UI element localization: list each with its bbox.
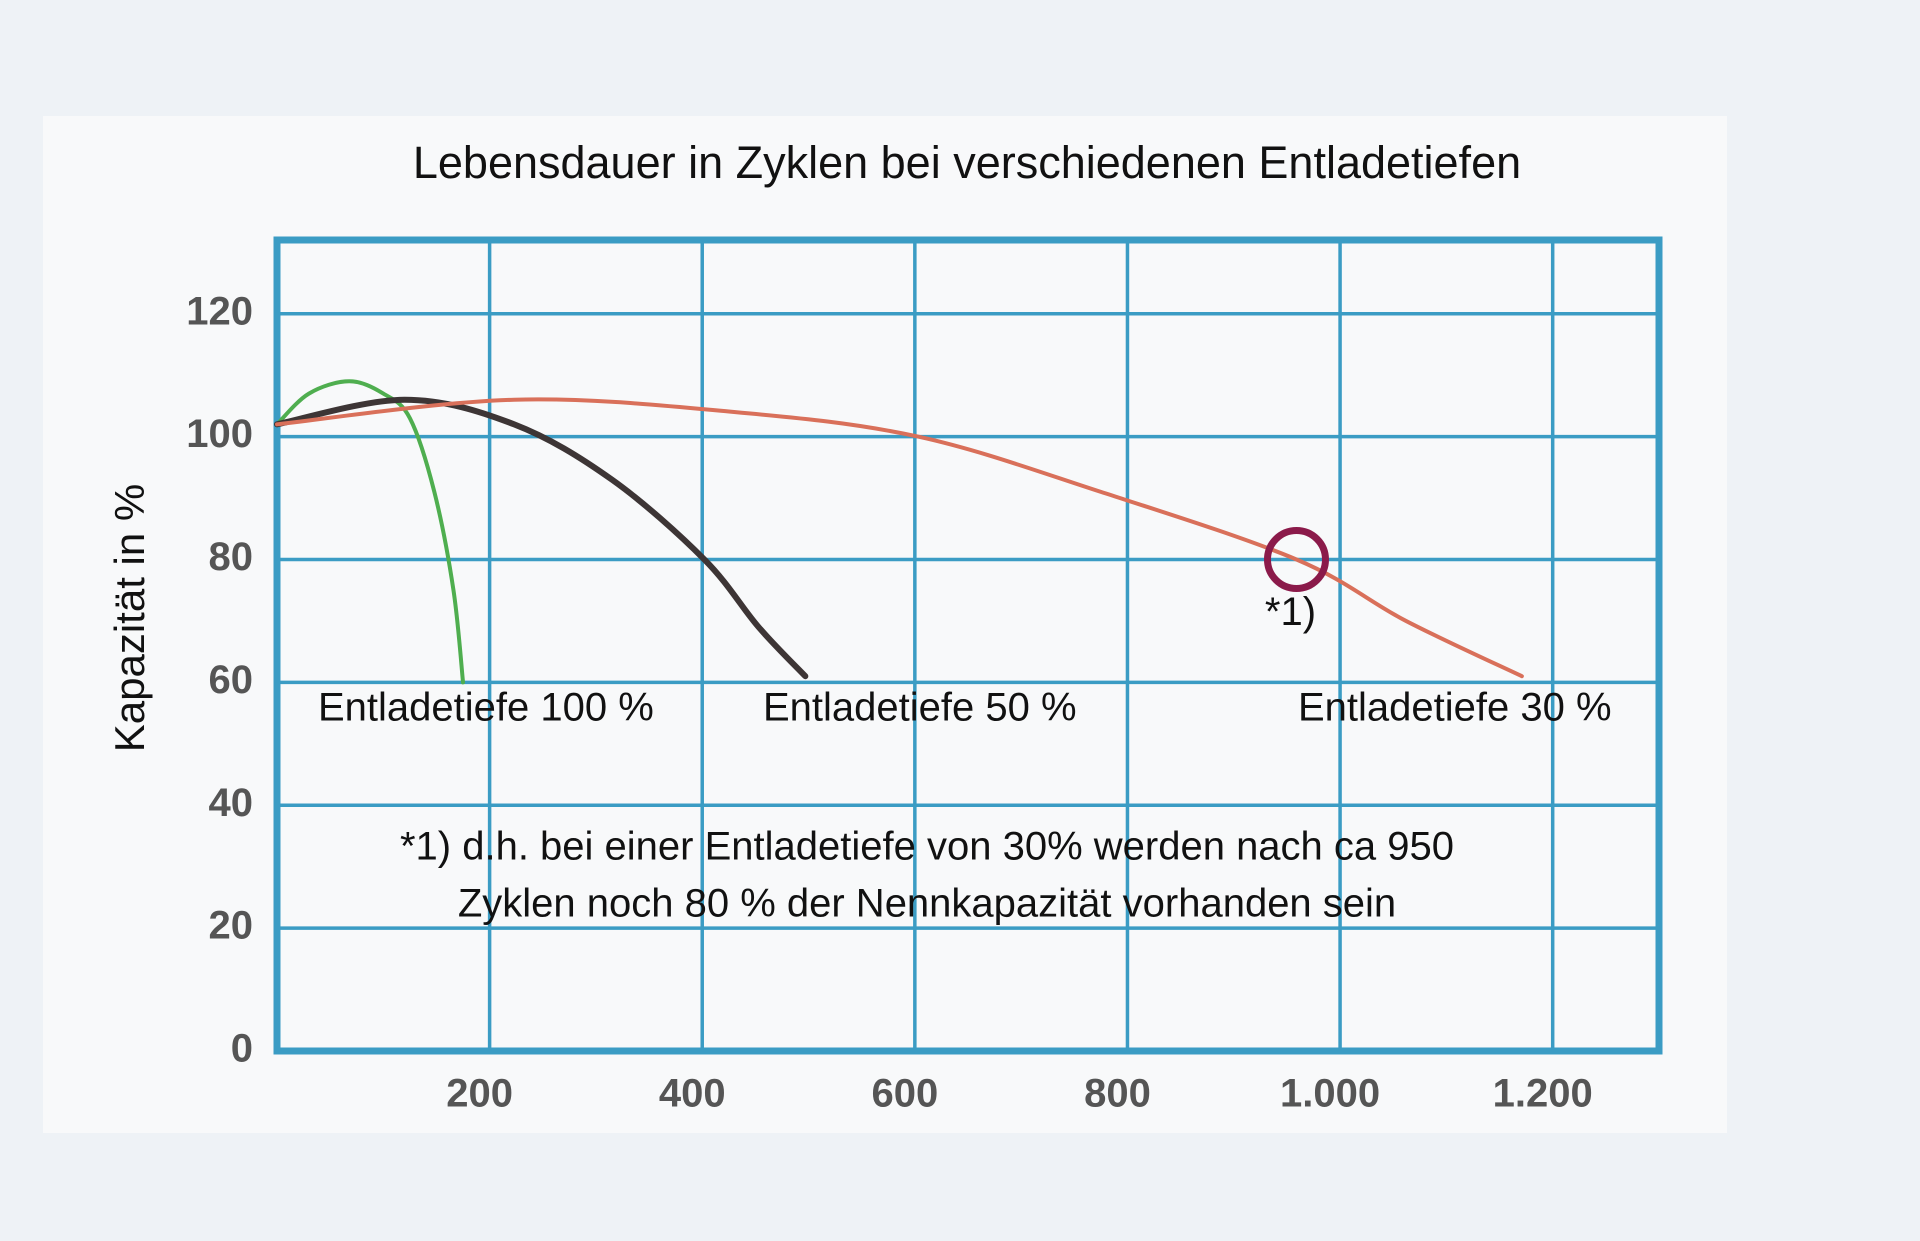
footnote: *1) d.h. bei einer Entladetiefe von 30% …	[400, 825, 1454, 869]
series-line	[275, 397, 1524, 679]
x-tick-label: 600	[871, 1072, 938, 1116]
series-line	[274, 396, 809, 680]
footnote: Zyklen noch 80 % der Nennkapazität vorha…	[458, 882, 1396, 926]
annotation-marker	[1263, 526, 1329, 592]
chart-title: Lebensdauer in Zyklen bei verschiedenen …	[413, 137, 1521, 188]
x-tick-label: 200	[446, 1072, 513, 1116]
x-tick-label: 400	[659, 1072, 726, 1116]
annotation-label: *1)	[1265, 590, 1316, 634]
x-tick-label: 1.000	[1280, 1072, 1380, 1116]
y-tick-label: 80	[209, 535, 254, 579]
y-axis-title: Kapazität in %	[106, 484, 153, 753]
series-line	[275, 379, 466, 685]
x-tick-label: 800	[1084, 1072, 1151, 1116]
y-tick-label: 100	[186, 412, 253, 456]
y-tick-label: 0	[231, 1027, 253, 1071]
x-tick-label: 1.200	[1493, 1072, 1593, 1116]
y-tick-label: 40	[209, 781, 254, 825]
plot-border	[273, 236, 1663, 1055]
y-tick-label: 60	[209, 658, 254, 702]
chart-background	[43, 116, 1727, 1133]
series-label: Entladetiefe 50 %	[763, 686, 1077, 730]
series-label: Entladetiefe 30 %	[1298, 686, 1612, 730]
y-tick-label: 120	[186, 289, 253, 333]
series-label: Entladetiefe 100 %	[318, 686, 654, 730]
y-tick-label: 20	[209, 904, 254, 948]
